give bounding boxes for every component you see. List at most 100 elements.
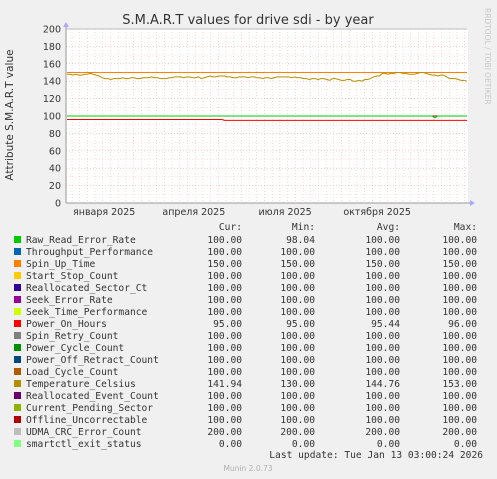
legend-value-cur: 100.00 [207,391,242,402]
legend-value-cur: 100.00 [207,343,242,354]
legend-series-name: Spin_Up_Time [26,259,96,270]
legend-value-max: 100.00 [442,235,477,246]
y-tick-label: 180 [43,42,61,53]
y-tick-label: 0 [55,199,61,210]
legend-series-name: Reallocated_Sector_Ct [26,283,147,294]
legend-value-max: 100.00 [442,247,477,258]
legend-value-min: 100.00 [280,283,315,294]
legend-value-avg: 144.76 [365,379,400,390]
legend-series-name: Throughput_Performance [26,247,153,258]
legend-series-name: Raw_Read_Error_Rate [26,235,136,246]
rrdtool-side-label: RRDTOOL / TOBI OETIKER [483,8,492,105]
legend: Cur: Min: Avg: Max: Raw_Read_Error_Rate 100.0… [14,222,477,450]
x-tick-label: января 2025 [73,207,135,218]
legend-value-cur: 150.00 [207,259,242,270]
legend-series-name: Seek_Time_Performance [26,307,148,318]
legend-swatch [14,332,21,339]
x-tick-label: июля 2025 [259,207,312,218]
x-tick-label: апреля 2025 [162,207,225,218]
legend-value-max: 96.00 [448,319,477,330]
legend-value-max: 100.00 [442,283,477,294]
legend-value-avg: 100.00 [365,235,400,246]
y-axis-arrow [63,22,69,27]
munin-version: Munin 2.0.73 [223,464,272,473]
legend-header-avg: Avg: [377,222,400,233]
legend-value-avg: 100.00 [365,343,400,354]
x-axis-arrow [470,200,475,206]
series-line-raw-read-error-rate [67,115,467,119]
legend-series-name: Reallocated_Event_Count [26,391,159,402]
y-tick-label: 100 [43,112,61,123]
legend-value-min: 100.00 [280,307,315,318]
legend-value-avg: 200.00 [365,427,400,438]
legend-swatch [14,260,21,267]
legend-value-avg: 100.00 [365,307,400,318]
legend-value-min: 100.00 [280,271,315,282]
legend-value-min: 0.00 [292,439,315,450]
legend-value-avg: 100.00 [365,271,400,282]
legend-value-avg: 150.00 [365,259,400,270]
legend-value-cur: 0.00 [219,439,242,450]
series-line-temperature-celsius [67,72,468,82]
legend-swatch [14,272,21,279]
legend-value-min: 130.00 [280,379,315,390]
legend-value-max: 100.00 [442,415,477,426]
legend-value-max: 100.00 [442,343,477,354]
legend-value-min: 100.00 [280,367,315,378]
y-tick-label: 140 [43,77,61,88]
legend-value-min: 100.00 [280,247,315,258]
legend-value-cur: 95.00 [213,319,242,330]
legend-swatch [14,248,21,255]
legend-value-cur: 100.00 [207,415,242,426]
legend-swatch [14,440,21,447]
axes: 0 20 40 60 80 100 120 140 160 180 200 января 2025 ап… [43,22,475,218]
chart-title: S.M.A.R.T values for drive sdi - by year [122,13,374,28]
legend-value-cur: 100.00 [207,271,242,282]
legend-series-name: smartctl_exit_status [26,439,142,450]
legend-value-min: 150.00 [280,259,315,270]
y-tick-label: 40 [49,164,61,175]
legend-value-cur: 100.00 [207,283,242,294]
legend-value-min: 95.00 [286,319,315,330]
y-tick-label: 120 [43,94,61,105]
legend-header-cur: Cur: [219,222,242,233]
legend-value-max: 100.00 [442,391,477,402]
legend-value-avg: 100.00 [365,331,400,342]
legend-header-max: Max: [454,222,477,233]
legend-series-name: Spin_Retry_Count [26,331,118,342]
legend-swatch [14,236,21,243]
legend-series-name: Power_Cycle_Count [26,343,124,354]
legend-series-name: UDMA_CRC_Error_Count [26,427,142,438]
legend-value-avg: 100.00 [365,355,400,366]
series-lines [67,28,468,204]
legend-value-max: 200.00 [442,427,477,438]
legend-value-cur: 100.00 [207,331,242,342]
legend-value-max: 100.00 [442,295,477,306]
legend-series-name: Start_Stop_Count [26,271,118,282]
legend-value-avg: 100.00 [365,283,400,294]
legend-value-cur: 100.00 [207,247,242,258]
legend-header-min: Min: [292,222,315,233]
legend-swatch [14,404,21,411]
legend-value-min: 100.00 [280,355,315,366]
legend-series-name: Load_Cycle_Count [26,367,118,378]
legend-value-max: 100.00 [442,367,477,378]
y-axis-label: Attribute S.M.A.R.T value [4,49,16,180]
series-line-power-on-hours [67,118,467,121]
legend-value-avg: 100.00 [365,415,400,426]
legend-swatch [14,296,21,303]
legend-value-max: 100.00 [442,307,477,318]
legend-value-cur: 100.00 [207,235,242,246]
legend-value-avg: 100.00 [365,367,400,378]
legend-value-max: 0.00 [454,439,477,450]
legend-value-max: 100.00 [442,403,477,414]
legend-value-cur: 100.00 [207,367,242,378]
legend-value-avg: 100.00 [365,295,400,306]
y-tick-label: 20 [49,181,61,192]
legend-value-cur: 200.00 [207,427,242,438]
legend-swatch [14,284,21,291]
y-tick-label: 200 [43,25,61,36]
legend-swatch [14,428,21,435]
